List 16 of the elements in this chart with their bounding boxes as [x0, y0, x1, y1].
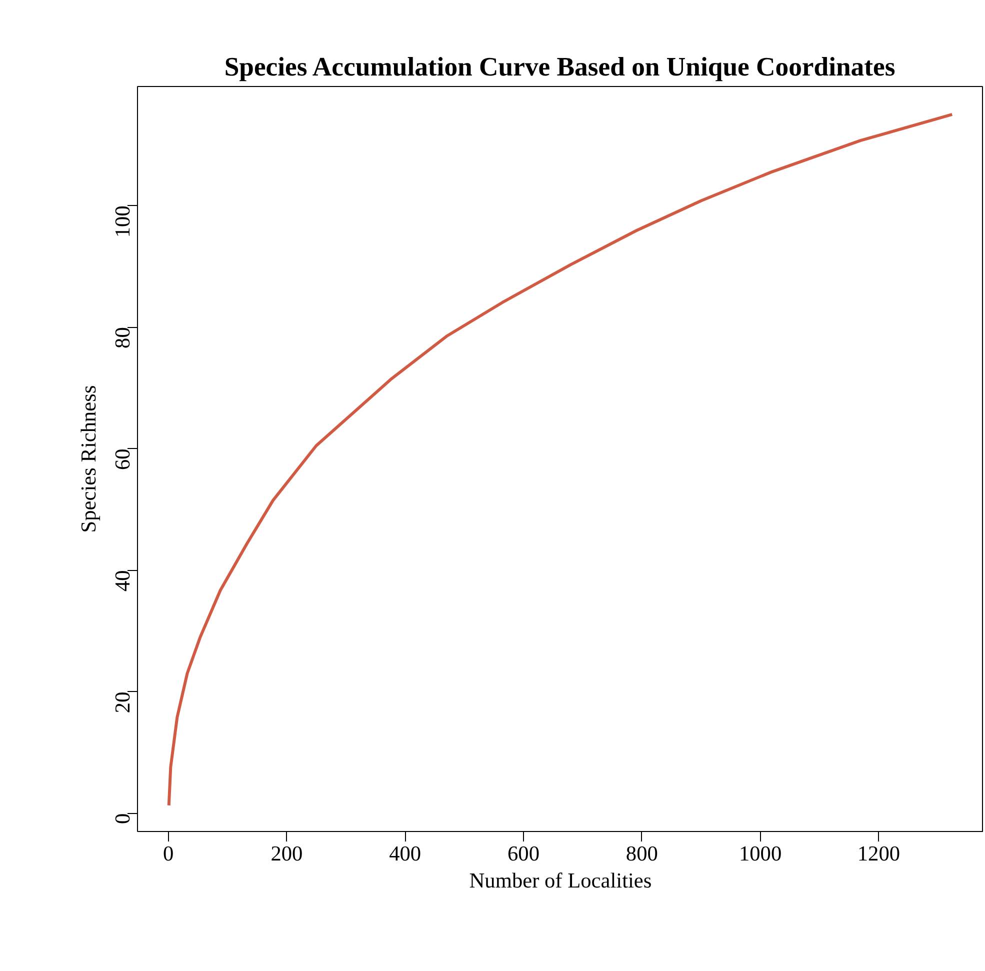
y-tick-label: 20 — [110, 692, 134, 714]
y-axis-title: Species Richness — [76, 385, 100, 533]
x-tick-label: 0 — [162, 842, 174, 866]
x-tick-label: 600 — [508, 842, 540, 866]
x-axis-title: Number of Localities — [469, 868, 652, 892]
x-tick-label: 400 — [389, 842, 422, 866]
y-tick-label: 60 — [110, 448, 134, 470]
x-tick-label: 1200 — [857, 842, 900, 866]
x-tick-label: 1000 — [738, 842, 782, 866]
y-tick-label: 80 — [110, 327, 134, 348]
x-tick-label: 800 — [626, 842, 658, 866]
y-tick-label: 40 — [110, 570, 134, 592]
y-tick-label: 100 — [110, 206, 134, 238]
x-tick-label: 200 — [270, 842, 303, 866]
y-tick-label: 0 — [110, 813, 134, 824]
chart-title: Species Accumulation Curve Based on Unique Coordinates — [224, 52, 896, 82]
